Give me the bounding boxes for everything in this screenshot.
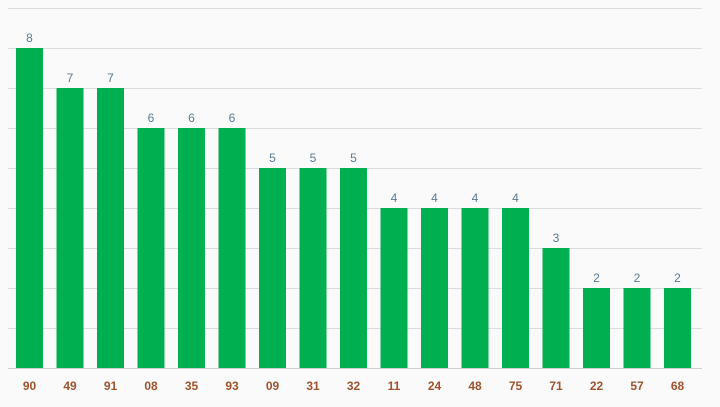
bar-32 xyxy=(340,168,367,368)
value-label: 4 xyxy=(391,191,398,205)
value-label: 6 xyxy=(148,111,155,125)
value-label: 7 xyxy=(67,71,74,85)
bar-24 xyxy=(421,208,448,368)
bar-75 xyxy=(502,208,529,368)
category-label: 57 xyxy=(630,379,644,393)
bar-57 xyxy=(623,288,651,368)
value-label: 2 xyxy=(593,271,600,285)
value-label: 2 xyxy=(634,271,641,285)
category-label: 24 xyxy=(428,379,442,393)
category-label: 71 xyxy=(549,379,563,393)
bar-09 xyxy=(259,168,286,368)
category-label: 11 xyxy=(388,379,401,393)
bar-35 xyxy=(178,128,205,368)
value-label: 2 xyxy=(674,271,681,285)
bar-91 xyxy=(97,88,124,368)
category-label: 49 xyxy=(63,379,77,393)
value-label: 6 xyxy=(188,111,195,125)
category-label: 90 xyxy=(23,379,37,393)
value-label: 5 xyxy=(269,151,276,165)
bar-49 xyxy=(56,88,84,368)
value-label: 4 xyxy=(512,191,519,205)
category-label: 31 xyxy=(306,379,320,393)
value-label: 5 xyxy=(350,151,357,165)
bars xyxy=(16,48,691,368)
value-labels: 8 7 7 6 6 6 5 5 5 4 4 4 4 3 2 2 2 xyxy=(26,31,681,285)
category-label: 22 xyxy=(590,379,604,393)
bar-08 xyxy=(137,128,165,368)
category-label: 48 xyxy=(468,379,482,393)
category-label: 91 xyxy=(104,379,118,393)
value-label: 4 xyxy=(431,191,438,205)
value-label: 8 xyxy=(26,31,33,45)
bar-11 xyxy=(380,208,408,368)
category-labels: 90 49 91 08 35 93 09 31 32 11 24 48 75 71 22 57 68 xyxy=(23,379,685,393)
value-label: 5 xyxy=(310,151,317,165)
value-label: 3 xyxy=(553,231,560,245)
value-label: 6 xyxy=(229,111,236,125)
bar-71 xyxy=(542,248,570,368)
category-label: 75 xyxy=(509,379,523,393)
bar-48 xyxy=(461,208,489,368)
category-label: 35 xyxy=(185,379,199,393)
bar-31 xyxy=(299,168,327,368)
category-label: 32 xyxy=(347,379,361,393)
bar-68 xyxy=(664,288,691,368)
category-label: 68 xyxy=(671,379,685,393)
bar-93 xyxy=(218,128,246,368)
category-label: 08 xyxy=(144,379,158,393)
value-label: 4 xyxy=(472,191,479,205)
bar-90 xyxy=(16,48,43,368)
category-label: 09 xyxy=(266,379,280,393)
value-label: 7 xyxy=(107,71,114,85)
category-label: 93 xyxy=(225,379,239,393)
bar-22 xyxy=(583,288,610,368)
